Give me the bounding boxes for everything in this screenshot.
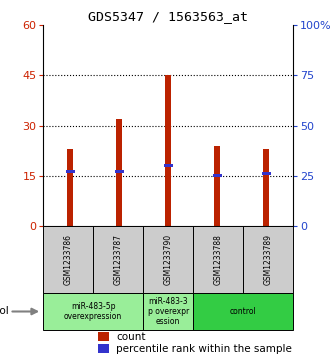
Text: control: control (230, 307, 256, 316)
Bar (98, 344, 109, 353)
Bar (262, 172, 270, 175)
Text: GSM1233786: GSM1233786 (64, 234, 73, 285)
Text: GSM1233790: GSM1233790 (164, 234, 173, 285)
Bar (116, 119, 122, 226)
Bar (43, 226, 93, 293)
Text: protocol: protocol (0, 306, 8, 317)
Bar (214, 146, 220, 226)
Bar (93, 226, 143, 293)
Bar (115, 170, 124, 173)
Bar (193, 293, 293, 330)
Bar (98, 332, 109, 342)
Text: percentile rank within the sample: percentile rank within the sample (116, 344, 292, 354)
Title: GDS5347 / 1563563_at: GDS5347 / 1563563_at (88, 10, 248, 23)
Bar (243, 226, 293, 293)
Text: GSM1233788: GSM1233788 (213, 234, 223, 285)
Bar (164, 164, 172, 167)
Text: GSM1233789: GSM1233789 (263, 234, 273, 285)
Text: GSM1233787: GSM1233787 (114, 234, 123, 285)
Text: count: count (116, 332, 146, 342)
Bar (165, 76, 171, 226)
Text: miR-483-3
p overexpr
ession: miR-483-3 p overexpr ession (148, 297, 189, 326)
Bar (193, 226, 243, 293)
Bar (66, 170, 75, 173)
Bar (143, 226, 193, 293)
Bar (263, 149, 269, 226)
Bar (43, 293, 143, 330)
Bar (67, 149, 73, 226)
Bar (213, 174, 221, 177)
Bar (143, 293, 193, 330)
Text: miR-483-5p
overexpression: miR-483-5p overexpression (64, 302, 122, 321)
